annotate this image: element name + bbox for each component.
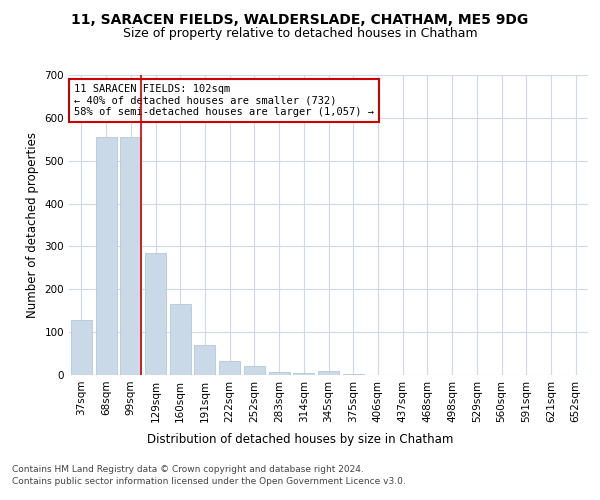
Text: Contains HM Land Registry data © Crown copyright and database right 2024.: Contains HM Land Registry data © Crown c… — [12, 465, 364, 474]
Bar — [244, 366, 265, 375]
Text: Size of property relative to detached houses in Chatham: Size of property relative to detached ho… — [122, 28, 478, 40]
Bar — [343, 374, 364, 375]
Text: Distribution of detached houses by size in Chatham: Distribution of detached houses by size … — [147, 432, 453, 446]
Bar — [194, 345, 215, 375]
Bar — [219, 361, 240, 375]
Bar — [95, 136, 116, 375]
Bar — [170, 304, 191, 375]
Bar — [269, 372, 290, 375]
Y-axis label: Number of detached properties: Number of detached properties — [26, 132, 39, 318]
Bar — [145, 253, 166, 375]
Bar — [71, 320, 92, 375]
Bar — [120, 136, 141, 375]
Bar — [318, 370, 339, 375]
Text: 11 SARACEN FIELDS: 102sqm
← 40% of detached houses are smaller (732)
58% of semi: 11 SARACEN FIELDS: 102sqm ← 40% of detac… — [74, 84, 374, 117]
Text: Contains public sector information licensed under the Open Government Licence v3: Contains public sector information licen… — [12, 478, 406, 486]
Bar — [293, 374, 314, 375]
Text: 11, SARACEN FIELDS, WALDERSLADE, CHATHAM, ME5 9DG: 11, SARACEN FIELDS, WALDERSLADE, CHATHAM… — [71, 12, 529, 26]
